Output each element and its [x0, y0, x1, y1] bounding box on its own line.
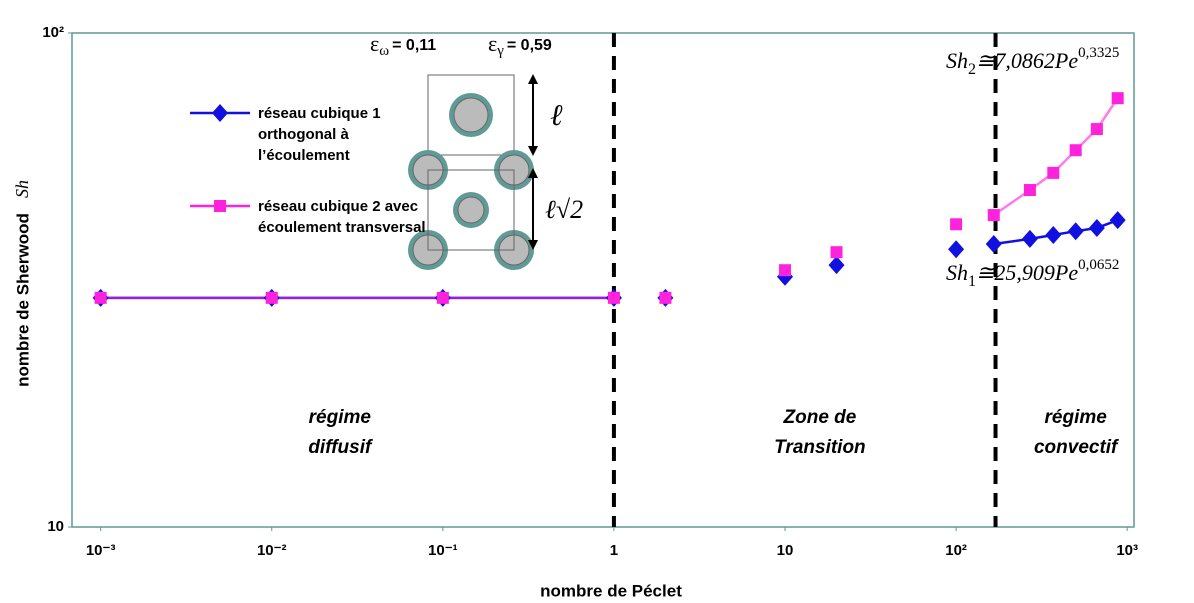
- legend-label: réseau cubique 2 avec écoulement transve…: [258, 198, 426, 236]
- dimension-label: ℓ√2: [545, 195, 583, 224]
- square-marker: [830, 246, 843, 259]
- eq-sub: 2: [968, 61, 976, 78]
- porosity-value: = 0,59: [507, 37, 552, 54]
- square-marker: [987, 209, 1000, 222]
- porosity-value: = 0,11: [392, 37, 436, 54]
- square-marker: [1090, 123, 1103, 136]
- diamond-marker: [985, 235, 1002, 254]
- square-marker: [607, 291, 620, 304]
- x-tick-label: 1: [610, 542, 618, 559]
- diamond-marker: [948, 240, 965, 259]
- regime-label: Zone de: [783, 407, 857, 428]
- eq-rest: ≅25,909Pe: [976, 260, 1078, 285]
- regime-label: Transition: [774, 437, 866, 458]
- x-tick-label: 10⁻²: [257, 542, 287, 559]
- square-marker: [1111, 92, 1124, 105]
- x-tick-label: 10: [777, 542, 794, 559]
- diamond-marker: [828, 256, 845, 275]
- eq-sup: 0,0652: [1078, 257, 1119, 273]
- x-tick-label: 10⁻³: [86, 542, 116, 559]
- fit-equation: Sh2≅7,0862Pe0,3325: [946, 45, 1119, 77]
- square-marker: [94, 291, 107, 304]
- square-marker: [779, 264, 792, 277]
- eq-base: Sh: [946, 260, 968, 285]
- diamond-marker: [1109, 211, 1126, 230]
- square-marker: [950, 218, 963, 231]
- diamond-marker: [1045, 226, 1062, 245]
- eq-sup: 0,3325: [1078, 45, 1119, 61]
- square-marker: [214, 200, 226, 212]
- diamond-marker: [1088, 218, 1105, 237]
- diamond-marker: [212, 104, 228, 122]
- square-marker: [1069, 144, 1082, 157]
- x-tick-label: 10²: [945, 542, 967, 559]
- porosity-sub: γ: [496, 43, 504, 59]
- eq-sub: 1: [968, 273, 976, 290]
- fit-equation: Sh1≅25,909Pe0,0652: [946, 257, 1119, 289]
- porosity-symbol: ε: [370, 31, 379, 56]
- y-axis-title: nombre de Sherwood Sh: [12, 180, 32, 387]
- square-marker: [265, 291, 278, 304]
- regime-label: diffusif: [308, 437, 373, 458]
- plot-area: [71, 32, 1135, 528]
- y-tick-label: 10²: [42, 24, 64, 41]
- porosity-label: εω = 0,11: [370, 31, 436, 59]
- y-axis-symbol: Sh: [12, 180, 32, 198]
- porosity-label: εγ = 0,59: [488, 31, 552, 59]
- regime-label: régime: [1045, 407, 1108, 428]
- square-marker: [659, 291, 672, 304]
- regime-label: régime: [309, 407, 372, 428]
- x-tick-label: 10³: [1116, 542, 1138, 559]
- dimension-arrows: [528, 74, 538, 250]
- diamond-marker: [1067, 222, 1084, 241]
- dimension-label: ℓ: [550, 99, 563, 132]
- eq-rest: ≅7,0862Pe: [976, 48, 1078, 73]
- porosity-sub: ω: [379, 43, 389, 59]
- y-axis-label: nombre de Sherwood: [13, 213, 32, 387]
- series-line: [993, 97, 1119, 217]
- square-marker: [1047, 166, 1060, 179]
- porosity-symbol: ε: [488, 31, 497, 56]
- square-marker: [436, 291, 449, 304]
- x-tick-label: 10⁻¹: [428, 542, 458, 559]
- diamond-marker: [1021, 229, 1038, 248]
- x-axis-label: nombre de Péclet: [540, 581, 682, 600]
- y-tick-label: 10: [47, 518, 64, 535]
- square-marker: [1023, 184, 1036, 197]
- legend-label: réseau cubique 1 orthogonal à l’écouleme…: [258, 105, 381, 164]
- cell-icons: [408, 74, 534, 270]
- eq-base: Sh: [946, 48, 968, 73]
- regime-label: convectif: [1034, 437, 1119, 458]
